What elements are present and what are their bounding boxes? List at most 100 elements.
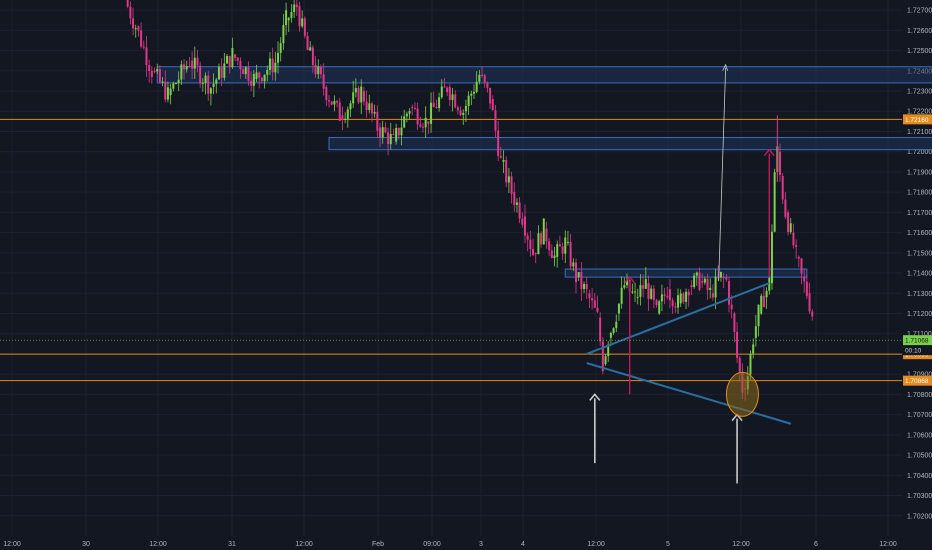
candle-body bbox=[413, 108, 416, 110]
resistance-zone bbox=[156, 66, 932, 84]
price-tick-label: 1.70600 bbox=[907, 432, 932, 439]
candle-body bbox=[156, 69, 159, 72]
candle-body bbox=[153, 70, 156, 72]
candle-body bbox=[196, 57, 199, 66]
candle-body bbox=[166, 87, 169, 100]
candle-body bbox=[250, 80, 253, 86]
time-tick-label: 12:00 bbox=[587, 541, 605, 548]
candle-body bbox=[158, 69, 161, 82]
candle-body bbox=[328, 100, 331, 102]
measure-arrow-shaft bbox=[718, 67, 727, 282]
time-tick-label: 12:00 bbox=[149, 541, 167, 548]
candle-body bbox=[293, 4, 296, 13]
price-tick-label: 1.70300 bbox=[907, 493, 932, 500]
candle-body bbox=[572, 262, 575, 267]
highlight-ellipse bbox=[725, 371, 759, 417]
candle-body bbox=[779, 151, 782, 176]
candle-body bbox=[760, 295, 763, 314]
candle-body bbox=[212, 83, 215, 87]
candle-body bbox=[231, 47, 234, 68]
candle-body bbox=[430, 102, 433, 124]
candle-body bbox=[389, 134, 392, 145]
candle-body bbox=[392, 134, 395, 136]
candle-body bbox=[451, 94, 454, 100]
price-level-badge-text: 1.72160 bbox=[905, 117, 929, 124]
candle-body bbox=[376, 112, 379, 131]
candle-body bbox=[491, 99, 494, 111]
candle-body bbox=[467, 95, 470, 106]
candle-body bbox=[478, 74, 481, 82]
candle-body bbox=[505, 159, 508, 183]
candle-body bbox=[341, 115, 344, 120]
candle-body bbox=[615, 321, 618, 329]
candle-body bbox=[161, 81, 164, 83]
candle-body bbox=[150, 71, 153, 78]
candle-body bbox=[609, 332, 612, 338]
candle-body bbox=[728, 281, 731, 305]
candle-body bbox=[714, 276, 717, 298]
candle-body bbox=[354, 88, 357, 93]
candle-body bbox=[365, 101, 368, 111]
candle-body bbox=[612, 328, 615, 333]
time-tick-label: 12:00 bbox=[732, 541, 750, 548]
price-tick-label: 1.70900 bbox=[907, 372, 932, 379]
candle-body bbox=[298, 6, 301, 27]
candle-body bbox=[722, 277, 725, 279]
candle-body bbox=[663, 294, 666, 296]
candle-body bbox=[561, 246, 564, 254]
candle-body bbox=[472, 91, 475, 94]
candle-body bbox=[344, 118, 347, 120]
candle-body bbox=[564, 237, 567, 254]
candle-body bbox=[499, 155, 502, 158]
candle-body bbox=[129, 6, 132, 19]
price-tick-label: 1.70200 bbox=[907, 513, 932, 520]
candle-body bbox=[137, 26, 140, 31]
candle-body bbox=[575, 262, 577, 283]
candle-body bbox=[384, 127, 387, 133]
candle-body bbox=[537, 233, 540, 255]
candle-body bbox=[263, 74, 266, 82]
price-tick-label: 1.70400 bbox=[907, 473, 932, 480]
current-price-badge bbox=[903, 335, 932, 346]
candle-body bbox=[464, 105, 467, 112]
candle-body bbox=[301, 18, 304, 27]
candle-body bbox=[550, 250, 553, 259]
candle-body bbox=[644, 279, 647, 289]
price-tick-label: 1.71800 bbox=[907, 190, 932, 197]
candle-body bbox=[381, 127, 384, 138]
candle-body bbox=[540, 233, 543, 245]
candle-body bbox=[459, 110, 462, 116]
projection-arrow-head bbox=[763, 148, 775, 157]
candle-body bbox=[749, 353, 752, 375]
candle-body bbox=[373, 112, 376, 114]
candle-body bbox=[502, 159, 505, 162]
candle-body bbox=[666, 295, 669, 298]
candle-body bbox=[268, 58, 271, 70]
candle-body bbox=[706, 278, 709, 291]
candle-body bbox=[438, 97, 441, 109]
candle-body bbox=[534, 252, 537, 255]
candle-body bbox=[725, 277, 728, 280]
candle-body bbox=[556, 244, 559, 257]
candle-body bbox=[191, 60, 194, 69]
candle-body bbox=[489, 87, 492, 104]
candle-body bbox=[266, 69, 269, 75]
candle-body bbox=[188, 65, 191, 67]
resistance-zone bbox=[328, 137, 932, 151]
candle-body bbox=[419, 124, 422, 127]
candle-body bbox=[548, 241, 551, 251]
time-tick-label: 6 bbox=[814, 541, 818, 548]
candle-body bbox=[416, 108, 419, 125]
candle-body bbox=[787, 212, 790, 233]
time-tick-label: 31 bbox=[228, 541, 236, 548]
candle-body bbox=[650, 288, 653, 299]
candle-body bbox=[244, 67, 247, 75]
candle-body bbox=[620, 287, 623, 304]
candle-body bbox=[134, 28, 137, 30]
price-level-badge bbox=[903, 375, 932, 386]
candle-body bbox=[279, 43, 282, 53]
candle-body bbox=[513, 192, 516, 205]
candle-body bbox=[432, 102, 435, 108]
